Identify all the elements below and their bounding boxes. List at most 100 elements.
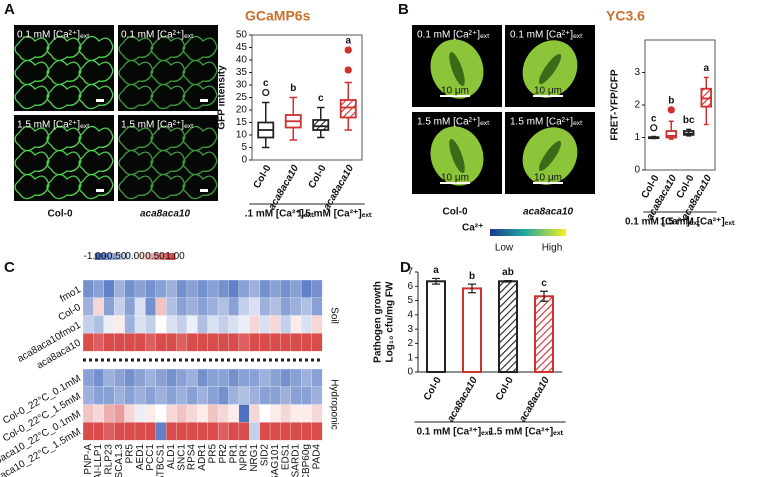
image-label: 1.5 mM [Ca²⁺]ₑₓₜ xyxy=(417,117,490,128)
column-label: SID2 xyxy=(259,444,270,467)
heatmap-cell xyxy=(301,279,313,299)
heatmap-cell xyxy=(207,404,219,423)
outlier xyxy=(344,66,352,74)
heatmap-cell xyxy=(165,333,177,352)
heatmap-cell xyxy=(165,279,177,299)
heatmap-cell xyxy=(93,315,105,334)
x-tick-label: Col-0 xyxy=(494,375,516,403)
heatmap-cell xyxy=(259,297,271,316)
heatmap-cell xyxy=(124,404,136,423)
colorbar-step xyxy=(103,253,106,260)
heatmap-cell xyxy=(207,315,219,334)
heatmap-cell xyxy=(228,368,240,388)
colorbar-step xyxy=(147,253,150,260)
heatmap-cell xyxy=(280,333,292,352)
colorbar-step xyxy=(105,253,108,260)
heatmap-cell xyxy=(103,333,115,352)
colorbar-step xyxy=(169,253,172,260)
heatmap-cell xyxy=(82,333,94,352)
y-tick-label: 50 xyxy=(236,30,248,41)
heatmap-cell xyxy=(238,404,250,423)
column-label: RPS4 xyxy=(187,444,198,471)
y-tick-label: 0 xyxy=(241,155,247,166)
heatmap-cell xyxy=(259,422,271,441)
image-label: 0.1 mM [Ca²⁺]ₑₓₜ xyxy=(121,30,194,41)
scale-label: 10 μm xyxy=(441,173,469,184)
heatmap-cell xyxy=(259,279,271,299)
heatmap-cell xyxy=(82,386,94,405)
colorbar-high: High xyxy=(542,243,563,254)
heatmap-cell xyxy=(249,279,261,299)
heatmap-cell xyxy=(114,404,126,423)
colorbar-tick-label: 1.00 xyxy=(165,251,185,262)
outlier xyxy=(667,106,675,114)
column-label: CBP60g xyxy=(301,444,312,477)
heatmap-cell xyxy=(155,333,167,352)
image-caption: Col-0 xyxy=(443,207,468,218)
heatmap-cell xyxy=(217,297,229,316)
heatmap-cell xyxy=(301,422,313,441)
heatmap-cell xyxy=(290,315,302,334)
error-bar xyxy=(504,279,512,283)
heatmap-cell xyxy=(269,297,281,316)
column-label: PAD4 xyxy=(311,444,322,470)
image-caption: aca8aca10 xyxy=(523,207,573,218)
heatmap-cell xyxy=(207,279,219,299)
group-label: 0.1 mM [Ca²⁺]ₑₓₜ xyxy=(416,427,491,438)
heatmap-cell xyxy=(197,297,209,316)
heatmap-cell xyxy=(280,279,292,299)
heatmap-cell xyxy=(311,315,323,334)
heatmap-cell xyxy=(301,368,313,388)
column-label: ADR1 xyxy=(197,444,208,471)
colorbar-step xyxy=(149,253,152,260)
heatmap-cell xyxy=(165,404,177,423)
heatmap-cell xyxy=(249,315,261,334)
heatmap-cell xyxy=(290,422,302,441)
heatmap-cell xyxy=(114,333,126,352)
colorbar-step xyxy=(163,253,166,260)
cell-outline xyxy=(118,125,218,200)
y-tick-label: 25 xyxy=(236,92,248,103)
column-label: PR5 xyxy=(124,444,135,464)
scale-bar xyxy=(96,189,104,192)
heatmap-cell xyxy=(165,297,177,316)
y-tick-label: 2 xyxy=(407,338,413,349)
column-label: NPR1 xyxy=(239,444,250,471)
heatmap-cell xyxy=(114,315,126,334)
column-label: PCC1 xyxy=(145,444,156,471)
heatmap-cell xyxy=(134,315,146,334)
y-tick-label: 15 xyxy=(236,117,248,128)
heatmap-cell xyxy=(197,315,209,334)
heatmap-cell xyxy=(290,386,302,405)
heatmap-cell xyxy=(114,368,126,388)
box xyxy=(665,130,677,139)
colorbar-step xyxy=(115,253,118,260)
y-tick-label: 30 xyxy=(236,80,248,91)
column-label: RLP23 xyxy=(104,444,115,475)
group-label: Hydroponic xyxy=(328,379,339,430)
heatmap-cell xyxy=(207,386,219,405)
image-label: 1.5 mM [Ca²⁺]ₑₓₜ xyxy=(17,120,90,131)
heatmap-cell xyxy=(228,422,240,441)
column-label: ALD1 xyxy=(166,444,177,469)
colorbar-step xyxy=(161,253,164,260)
heatmap-cell xyxy=(311,422,323,441)
cell-outline xyxy=(118,35,218,110)
heatmap-cell xyxy=(145,279,157,299)
heatmap-cell xyxy=(103,368,115,388)
colorbar-tick-label: -1.00 xyxy=(84,251,107,262)
heatmap-cell xyxy=(197,333,209,352)
colorbar-step xyxy=(121,253,124,260)
heatmap-cell xyxy=(290,279,302,299)
group-label: .1 mM [Ca²⁺]ₑₓₜ xyxy=(245,209,315,220)
column-label: PR5 xyxy=(208,444,219,464)
heatmap-cell xyxy=(238,279,250,299)
colorbar-step xyxy=(111,253,114,260)
colorbar-step xyxy=(143,253,146,260)
heatmap-cell xyxy=(311,404,323,423)
heatmap-cell xyxy=(103,279,115,299)
heatmap-cell xyxy=(228,404,240,423)
heatmap-cell xyxy=(186,279,198,299)
heatmap-cell xyxy=(176,368,188,388)
